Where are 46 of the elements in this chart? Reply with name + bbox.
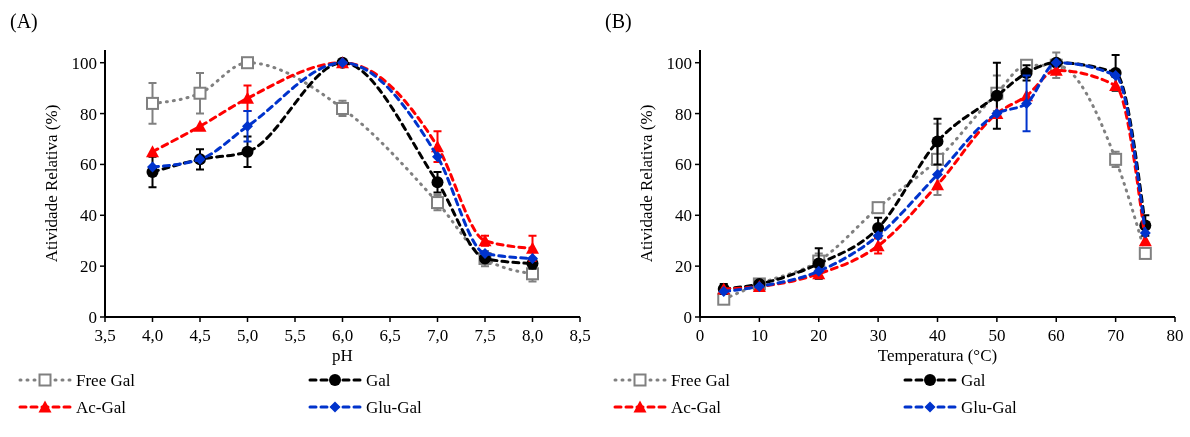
legend-label: Glu-Gal [366,398,422,417]
y-tick-label: 20 [675,257,692,277]
y-tick-label: 0 [88,308,97,327]
x-tick-label: 40 [929,326,946,345]
y-tick-label: 0 [683,308,692,327]
x-tick-label: 8,0 [521,326,544,345]
x-tick-label: 80 [1166,326,1184,345]
x-tick-label: 70 [1107,326,1125,345]
chart-title: (A) [10,10,38,33]
y-tick-label: 100 [666,53,692,73]
y-axis-title: Atividade Relativa (%) [637,104,656,263]
x-tick-label: 8,5 [569,326,591,345]
y-tick-label: 60 [675,155,692,175]
y-tick-label: 80 [675,104,692,124]
x-tick-label: 3,5 [94,326,116,345]
y-tick-label: 60 [80,155,97,175]
x-tick-label: 10 [750,326,768,345]
legend-label: Free Gal [671,371,731,390]
x-tick-label: 4,0 [141,326,164,345]
y-tick-label: 40 [675,206,692,226]
chart-title: (B) [605,10,632,33]
y-tick-label: 40 [80,206,97,226]
legend-label: Gal [366,371,391,390]
y-tick-label: 80 [80,104,97,124]
x-tick-label: 30 [869,326,887,345]
legend-label: Gal [961,371,986,390]
x-tick-label: 50 [988,326,1006,345]
x-tick-label: 7,5 [474,326,496,345]
legend-label: Ac-Gal [76,398,127,417]
x-tick-label: 6,0 [331,326,354,345]
legend-label: Ac-Gal [671,398,722,417]
y-axis-title: Atividade Relativa (%) [42,104,61,263]
x-tick-label: 60 [1047,326,1065,345]
y-tick-label: 20 [80,257,97,277]
x-tick-label: 6,5 [379,326,401,345]
x-tick-label: 5,5 [284,326,306,345]
x-tick-label: 4,5 [189,326,211,345]
x-tick-label: 5,0 [236,326,259,345]
y-tick-label: 100 [71,53,97,73]
legend-label: Free Gal [76,371,136,390]
legend-label: Glu-Gal [961,398,1017,417]
x-tick-label: 20 [810,326,828,345]
x-axis-title: Temperatura (°C) [877,346,998,365]
x-tick-label: 7,0 [426,326,449,345]
x-tick-label: 0 [695,326,705,345]
x-axis-title: pH [332,346,353,365]
